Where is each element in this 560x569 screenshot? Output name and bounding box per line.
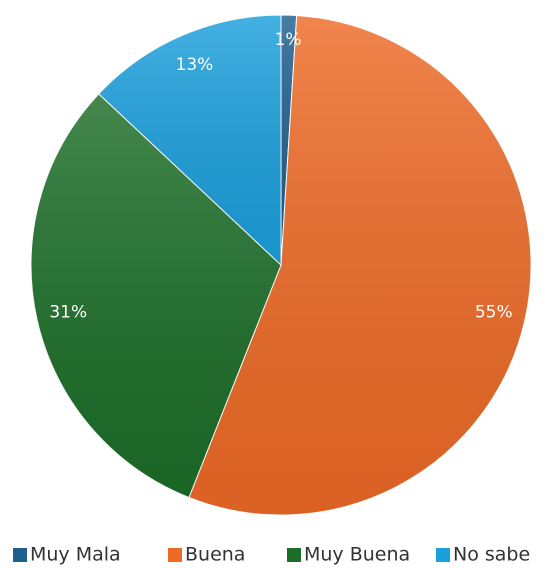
legend-swatch bbox=[168, 548, 182, 562]
legend-label: No sabe bbox=[453, 544, 530, 566]
legend-label: Muy Mala bbox=[30, 544, 121, 566]
data-label: 55% bbox=[475, 303, 513, 323]
data-label: 1% bbox=[275, 30, 302, 50]
legend-label: Muy Buena bbox=[304, 544, 410, 566]
legend: Muy Mala Buena Muy Buena No sabe bbox=[13, 544, 530, 566]
legend-swatch bbox=[13, 548, 27, 562]
data-label: 31% bbox=[49, 303, 87, 323]
legend-swatch bbox=[287, 548, 301, 562]
pie: 1% 55% 31% 13% bbox=[30, 14, 532, 516]
legend-label: Buena bbox=[185, 544, 245, 566]
data-label: 13% bbox=[176, 55, 214, 75]
legend-swatch bbox=[436, 548, 450, 562]
